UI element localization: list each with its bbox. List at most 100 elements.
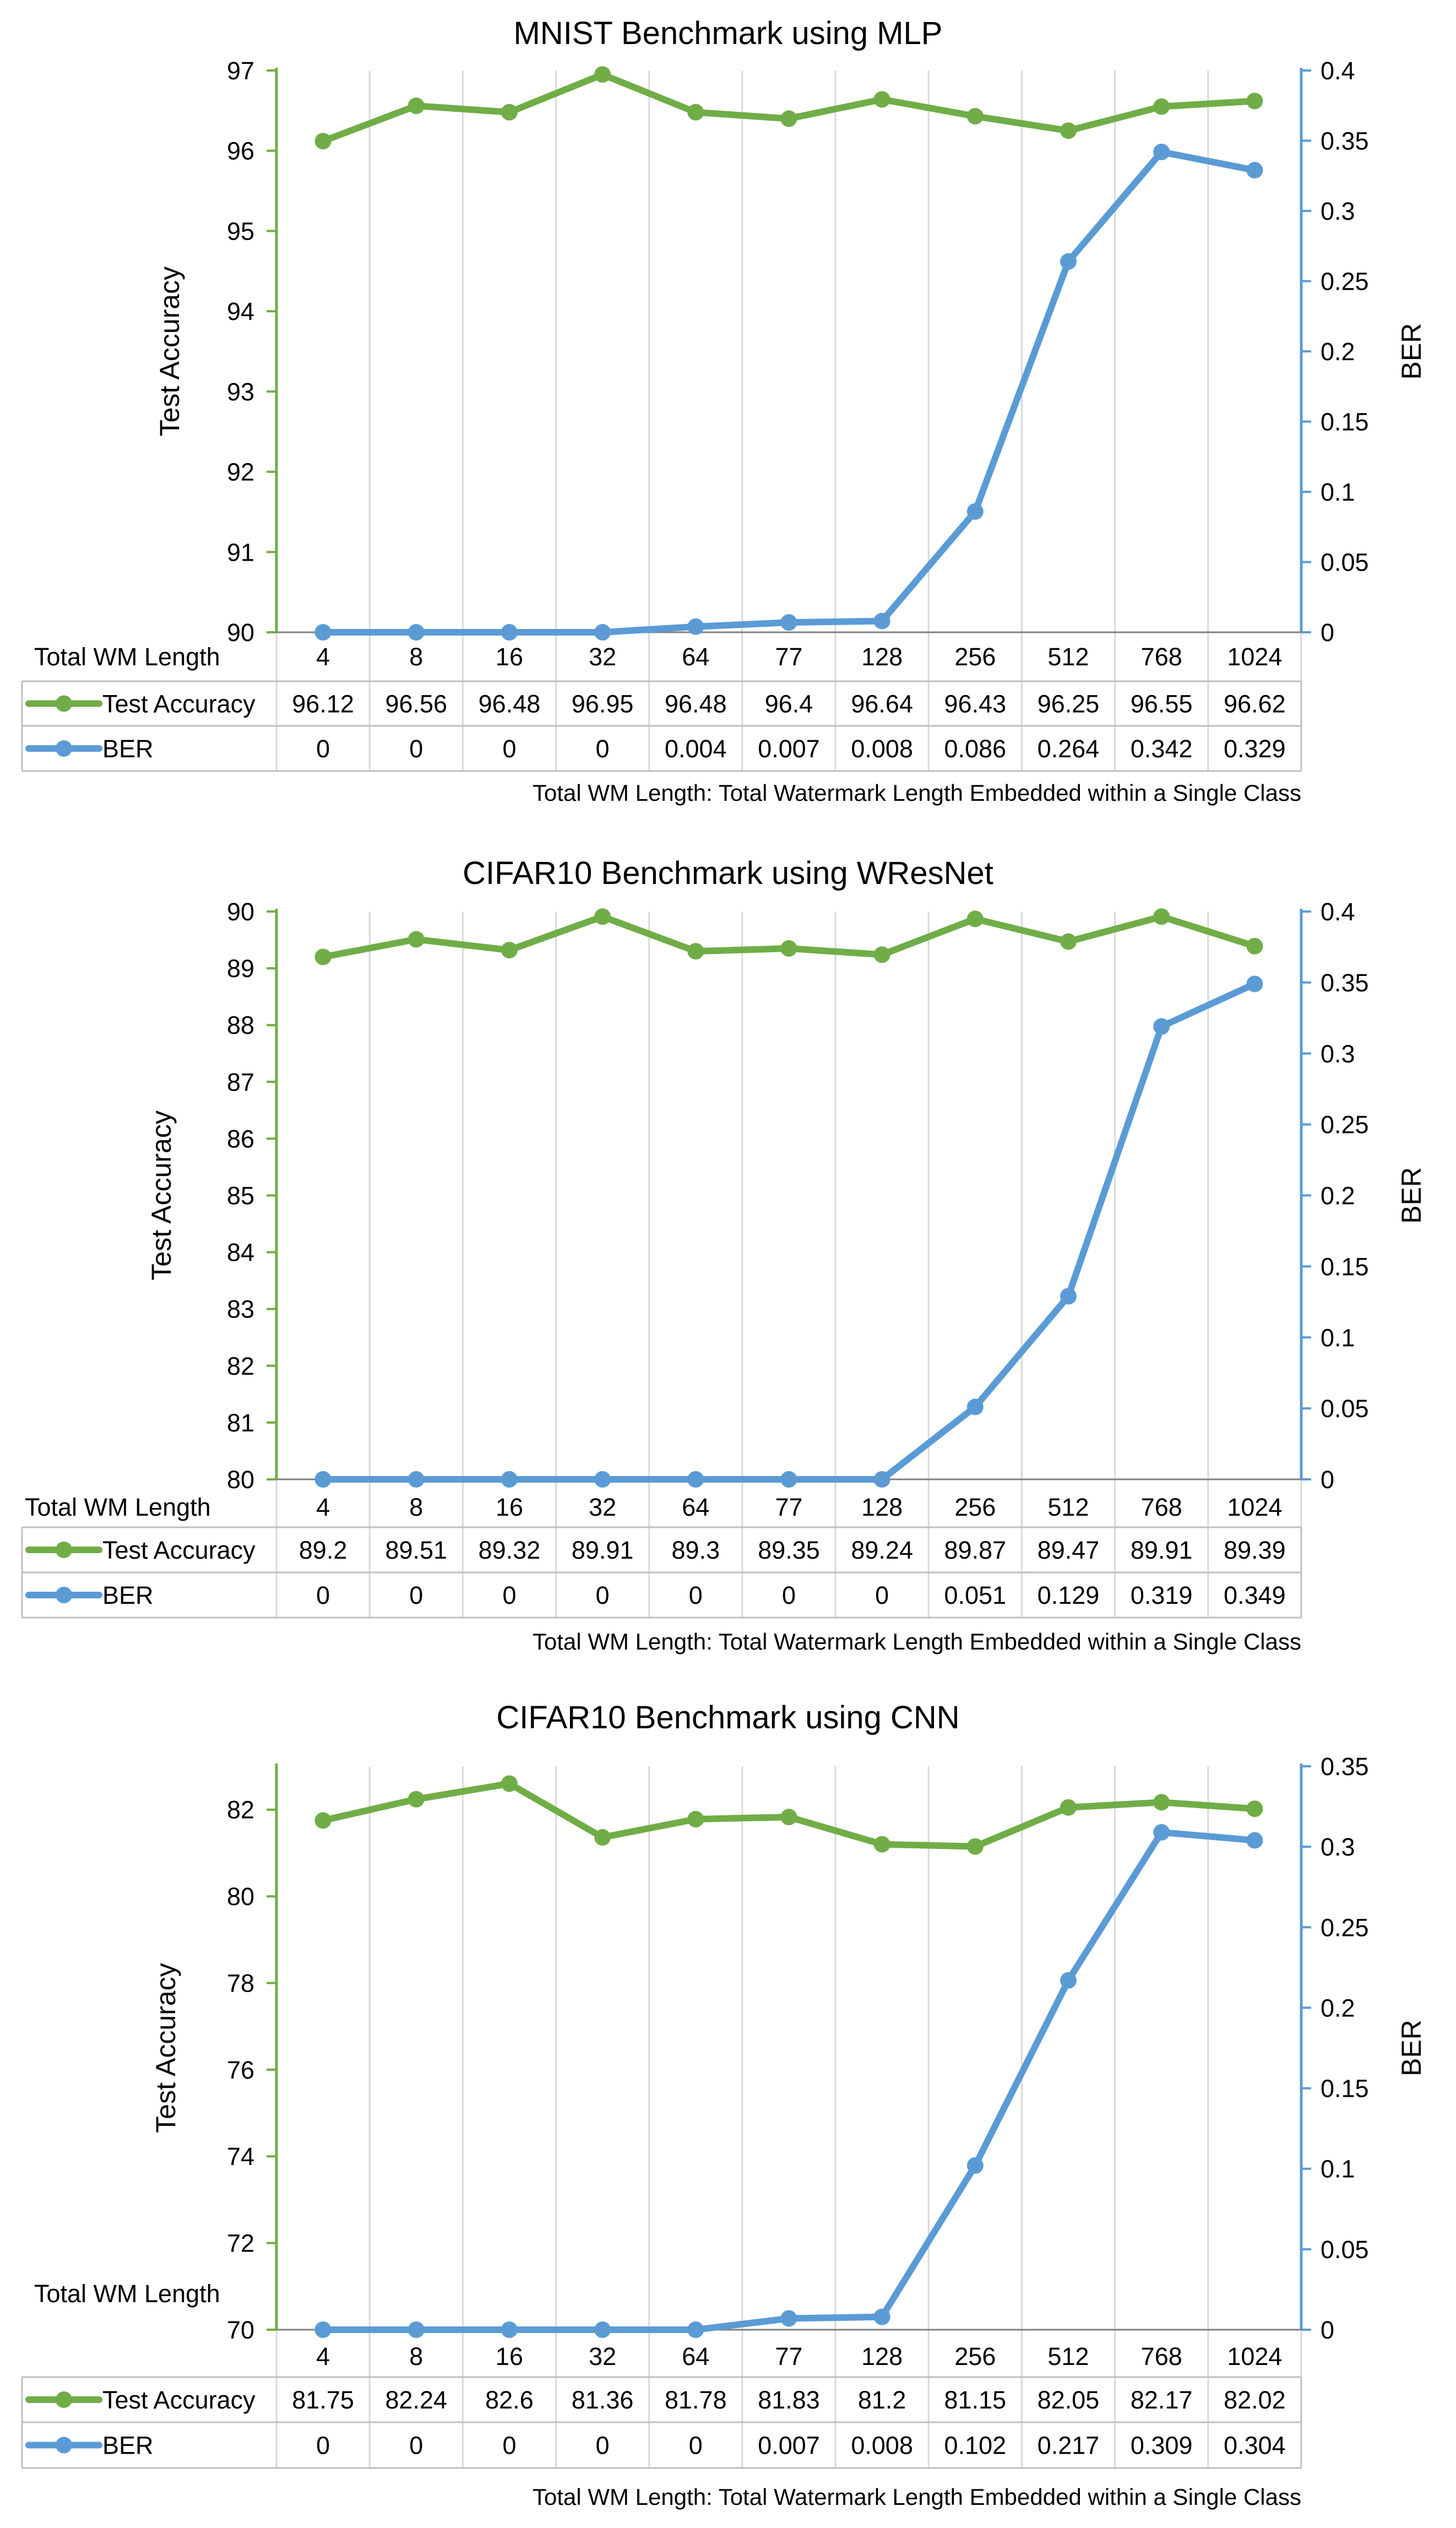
accuracy-point	[314, 133, 332, 150]
accuracy-data-label: 96.25	[1037, 690, 1100, 718]
accuracy-data-label: 81.36	[572, 2386, 634, 2414]
x-tick-label: 64	[682, 643, 709, 671]
accuracy-point	[594, 908, 611, 925]
ber-data-label: 0	[875, 1581, 889, 1609]
ber-data-label: 0.007	[758, 2432, 820, 2460]
ber-point	[594, 1471, 611, 1488]
accuracy-data-label: 96.62	[1224, 690, 1286, 718]
left-axis-tick-label: 80	[227, 1883, 254, 1911]
right-axis-tick-label: 0.25	[1321, 268, 1369, 296]
x-tick-label: 768	[1141, 643, 1182, 671]
x-axis-title: Total WM Length	[25, 1493, 211, 1521]
right-axis-tick-label: 0.35	[1321, 1753, 1369, 1781]
x-tick-label: 4	[316, 643, 330, 671]
x-axis-title: Total WM Length	[34, 2280, 220, 2308]
left-axis-tick-label: 97	[227, 57, 254, 85]
x-tick-label: 4	[316, 2342, 330, 2370]
right-axis-tick-label: 0.05	[1321, 549, 1369, 577]
accuracy-point	[1246, 937, 1263, 954]
right-axis-tick-label: 0.25	[1321, 1913, 1369, 1941]
ber-data-label: 0	[596, 735, 610, 763]
ber-point	[501, 624, 518, 641]
ber-point	[873, 2308, 890, 2325]
ber-data-label: 0	[316, 2432, 330, 2460]
accuracy-point	[1153, 98, 1170, 115]
chart-title: CIFAR10 Benchmark using WResNet	[463, 855, 993, 891]
y-axis-title-right: BER	[1396, 1167, 1427, 1224]
chart-panel-cifar10-wresnet: CIFAR10 Benchmark using WResNet808182838…	[21, 855, 1427, 1654]
left-axis-tick-label: 95	[227, 217, 254, 245]
ber-legend-key-marker	[56, 1587, 72, 1603]
accuracy-legend-label: Test Accuracy	[102, 2386, 256, 2414]
x-tick-label: 64	[682, 1493, 709, 1521]
accuracy-point	[873, 91, 890, 108]
ber-point	[873, 1471, 890, 1488]
x-tick-label: 16	[496, 2342, 523, 2370]
chart-panel-cifar10-cnn: CIFAR10 Benchmark using CNN7072747678808…	[21, 1700, 1427, 2510]
accuracy-point	[966, 108, 984, 125]
ber-data-label: 0.008	[851, 2432, 913, 2460]
right-axis-tick-label: 0.35	[1321, 969, 1369, 997]
left-axis-tick-label: 90	[227, 898, 254, 926]
ber-point	[1153, 143, 1170, 160]
ber-point	[1246, 975, 1263, 992]
accuracy-data-label: 96.43	[944, 690, 1007, 718]
ber-point	[1246, 162, 1263, 179]
accuracy-point	[780, 940, 797, 957]
accuracy-legend-key-marker	[56, 695, 72, 712]
ber-data-label: 0.051	[944, 1581, 1007, 1609]
accuracy-point	[1246, 1800, 1263, 1818]
chart-footnote: Total WM Length: Total Watermark Length …	[533, 2484, 1301, 2510]
ber-legend-key-marker	[56, 740, 72, 757]
left-axis-tick-label: 96	[227, 137, 254, 165]
right-axis-tick-label: 0.15	[1321, 2075, 1369, 2103]
y-axis-title-left: Test Accuracy	[150, 1963, 181, 2133]
left-axis-tick-label: 85	[227, 1182, 254, 1210]
x-tick-label: 512	[1047, 643, 1089, 671]
ber-point	[314, 624, 332, 641]
ber-point	[1060, 1972, 1077, 1989]
y-axis-title-left: Test Accuracy	[146, 1110, 177, 1280]
x-tick-label: 512	[1047, 1493, 1089, 1521]
ber-data-label: 0	[502, 2432, 516, 2460]
right-axis-tick-label: 0.4	[1321, 57, 1355, 85]
accuracy-data-label: 89.24	[851, 1536, 913, 1564]
accuracy-point	[873, 946, 890, 963]
ber-data-label: 0.129	[1037, 1581, 1100, 1609]
left-axis-tick-label: 87	[227, 1068, 254, 1096]
right-axis-tick-label: 0.3	[1321, 1040, 1355, 1068]
ber-point	[780, 2310, 797, 2327]
left-axis-tick-label: 90	[227, 619, 254, 647]
right-axis-tick-label: 0.05	[1321, 1395, 1369, 1423]
ber-point	[1246, 1832, 1263, 1849]
right-axis-tick-label: 0	[1321, 2316, 1334, 2344]
x-tick-label: 1024	[1227, 2342, 1282, 2370]
left-axis-tick-label: 91	[227, 538, 254, 566]
accuracy-point	[594, 66, 611, 83]
ber-point	[408, 624, 425, 641]
right-axis-tick-label: 0.15	[1321, 408, 1369, 436]
x-tick-label: 8	[409, 1493, 423, 1521]
accuracy-data-label: 82.6	[485, 2386, 534, 2414]
ber-data-label: 0	[689, 2432, 703, 2460]
ber-data-label: 0.342	[1131, 735, 1193, 763]
accuracy-legend-label: Test Accuracy	[102, 690, 256, 718]
accuracy-point	[1153, 1794, 1170, 1811]
ber-data-label: 0	[782, 1581, 796, 1609]
accuracy-data-label: 96.56	[385, 690, 447, 718]
x-tick-label: 768	[1141, 2342, 1182, 2370]
ber-data-label: 0.319	[1131, 1581, 1193, 1609]
accuracy-point	[780, 110, 797, 127]
accuracy-data-label: 96.64	[851, 690, 913, 718]
chart-title: CIFAR10 Benchmark using CNN	[496, 1700, 959, 1735]
right-axis-tick-label: 0.2	[1321, 1182, 1355, 1210]
left-axis-tick-label: 78	[227, 1969, 254, 1997]
ber-data-label: 0	[409, 735, 423, 763]
ber-point	[408, 1471, 425, 1488]
accuracy-data-label: 81.15	[944, 2386, 1007, 2414]
ber-point	[780, 1471, 797, 1488]
accuracy-point	[314, 1812, 332, 1829]
ber-data-label: 0.349	[1224, 1581, 1286, 1609]
right-axis-tick-label: 0.25	[1321, 1111, 1369, 1139]
ber-point	[501, 1471, 518, 1488]
